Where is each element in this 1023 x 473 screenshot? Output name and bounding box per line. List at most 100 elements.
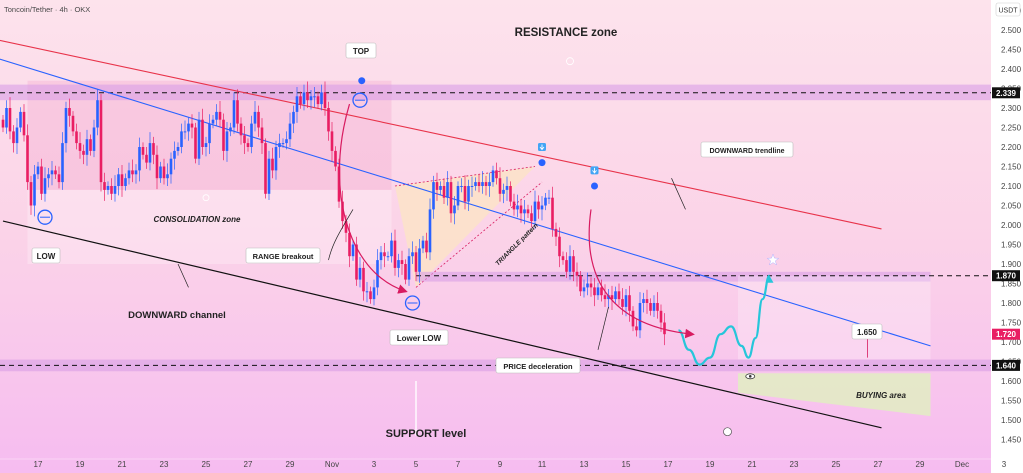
candle-body[interactable] (589, 283, 593, 288)
candle-body[interactable] (334, 150, 337, 167)
candle-body[interactable] (267, 158, 271, 194)
candle-body[interactable] (449, 182, 453, 214)
candle-body[interactable] (246, 143, 250, 147)
candle-body[interactable] (145, 154, 148, 163)
candle-body[interactable] (208, 123, 211, 144)
candle-body[interactable] (120, 174, 124, 186)
candle-body[interactable] (173, 150, 176, 159)
candle-body[interactable] (274, 147, 278, 171)
candle-body[interactable] (50, 170, 54, 175)
candle-body[interactable] (418, 248, 421, 272)
candle-body[interactable] (561, 256, 565, 261)
candle-body[interactable] (190, 123, 194, 128)
candle-body[interactable] (320, 92, 323, 105)
candle-body[interactable] (152, 143, 155, 155)
candle-body[interactable] (316, 96, 320, 105)
candle-body[interactable] (299, 96, 302, 105)
candle-body[interactable] (544, 197, 547, 206)
candle-body[interactable] (442, 186, 446, 198)
candle-body[interactable] (498, 178, 502, 194)
candle-body[interactable] (502, 189, 505, 194)
candle-body[interactable] (82, 150, 85, 155)
candle-body[interactable] (337, 166, 341, 202)
candle-body[interactable] (393, 240, 397, 268)
candle-body[interactable] (558, 236, 561, 257)
candle-body[interactable] (295, 96, 299, 112)
candle-body[interactable] (257, 111, 260, 128)
candle-body[interactable] (477, 182, 481, 186)
candle-body[interactable] (505, 186, 509, 190)
candle-body[interactable] (470, 186, 474, 187)
currency-badge[interactable] (995, 2, 1021, 17)
candle-body[interactable] (222, 119, 225, 151)
candle-body[interactable] (110, 186, 113, 194)
candle-body[interactable] (264, 143, 267, 194)
candle-body[interactable] (614, 291, 617, 300)
candle-body[interactable] (446, 182, 449, 198)
candle-body[interactable] (43, 178, 47, 194)
candle-body[interactable] (512, 201, 516, 210)
candle-body[interactable] (302, 92, 306, 105)
candle-body[interactable] (425, 240, 428, 253)
channel-support-line[interactable] (2, 220, 882, 429)
flag-icon[interactable] (202, 194, 210, 202)
candle-body[interactable] (103, 182, 106, 190)
lightning-icon[interactable] (723, 427, 732, 437)
candle-body[interactable] (565, 260, 568, 272)
candle-body[interactable] (26, 135, 29, 183)
candle-body[interactable] (292, 111, 295, 124)
candle-body[interactable] (631, 310, 635, 327)
candle-body[interactable] (526, 209, 530, 214)
candle-body[interactable] (117, 174, 120, 186)
candle-body[interactable] (22, 111, 26, 136)
candle-body[interactable] (439, 186, 442, 190)
candle-body[interactable] (467, 186, 470, 202)
candle-body[interactable] (351, 244, 355, 257)
candle-body[interactable] (341, 201, 344, 222)
candle-body[interactable] (201, 119, 204, 147)
candle-body[interactable] (621, 299, 624, 307)
candle-body[interactable] (404, 264, 407, 280)
candle-body[interactable] (509, 186, 512, 202)
candle-body[interactable] (106, 186, 110, 190)
candle-body[interactable] (176, 147, 180, 151)
candle-body[interactable] (537, 201, 540, 210)
candle-body[interactable] (586, 283, 589, 288)
candle-body[interactable] (596, 287, 600, 296)
candle-body[interactable] (610, 295, 614, 300)
candle-body[interactable] (288, 123, 292, 140)
candle-body[interactable] (603, 295, 607, 300)
top-marker-circle[interactable] (352, 92, 368, 108)
candle-body[interactable] (344, 221, 348, 233)
candle-body[interactable] (194, 127, 197, 159)
candle-body[interactable] (180, 131, 183, 147)
candle-body[interactable] (71, 115, 75, 132)
candle-body[interactable] (435, 182, 439, 190)
alert-icon[interactable] (566, 57, 574, 66)
candle-body[interactable] (456, 186, 460, 206)
candle-body[interactable] (386, 256, 390, 258)
candle-body[interactable] (218, 111, 222, 120)
candle-body[interactable] (628, 295, 631, 311)
candle-body[interactable] (159, 166, 162, 179)
candle-body[interactable] (474, 182, 477, 186)
candle-body[interactable] (663, 322, 666, 335)
candle-body[interactable] (183, 131, 187, 133)
candle-body[interactable] (379, 252, 383, 261)
candle-body[interactable] (516, 205, 519, 210)
candle-body[interactable] (369, 291, 372, 300)
trendline-dot-3[interactable] (591, 182, 598, 190)
trendline-dot-2[interactable] (538, 159, 546, 167)
candle-body[interactable] (421, 240, 425, 249)
candle-body[interactable] (362, 267, 365, 292)
candle-body[interactable] (523, 209, 526, 214)
candle-body[interactable] (96, 100, 99, 128)
candle-body[interactable] (204, 143, 208, 147)
candle-body[interactable] (649, 303, 652, 311)
candle-body[interactable] (250, 123, 253, 147)
candle-body[interactable] (47, 174, 50, 179)
candle-body[interactable] (40, 166, 43, 194)
trendline-dot-top[interactable] (358, 77, 366, 85)
